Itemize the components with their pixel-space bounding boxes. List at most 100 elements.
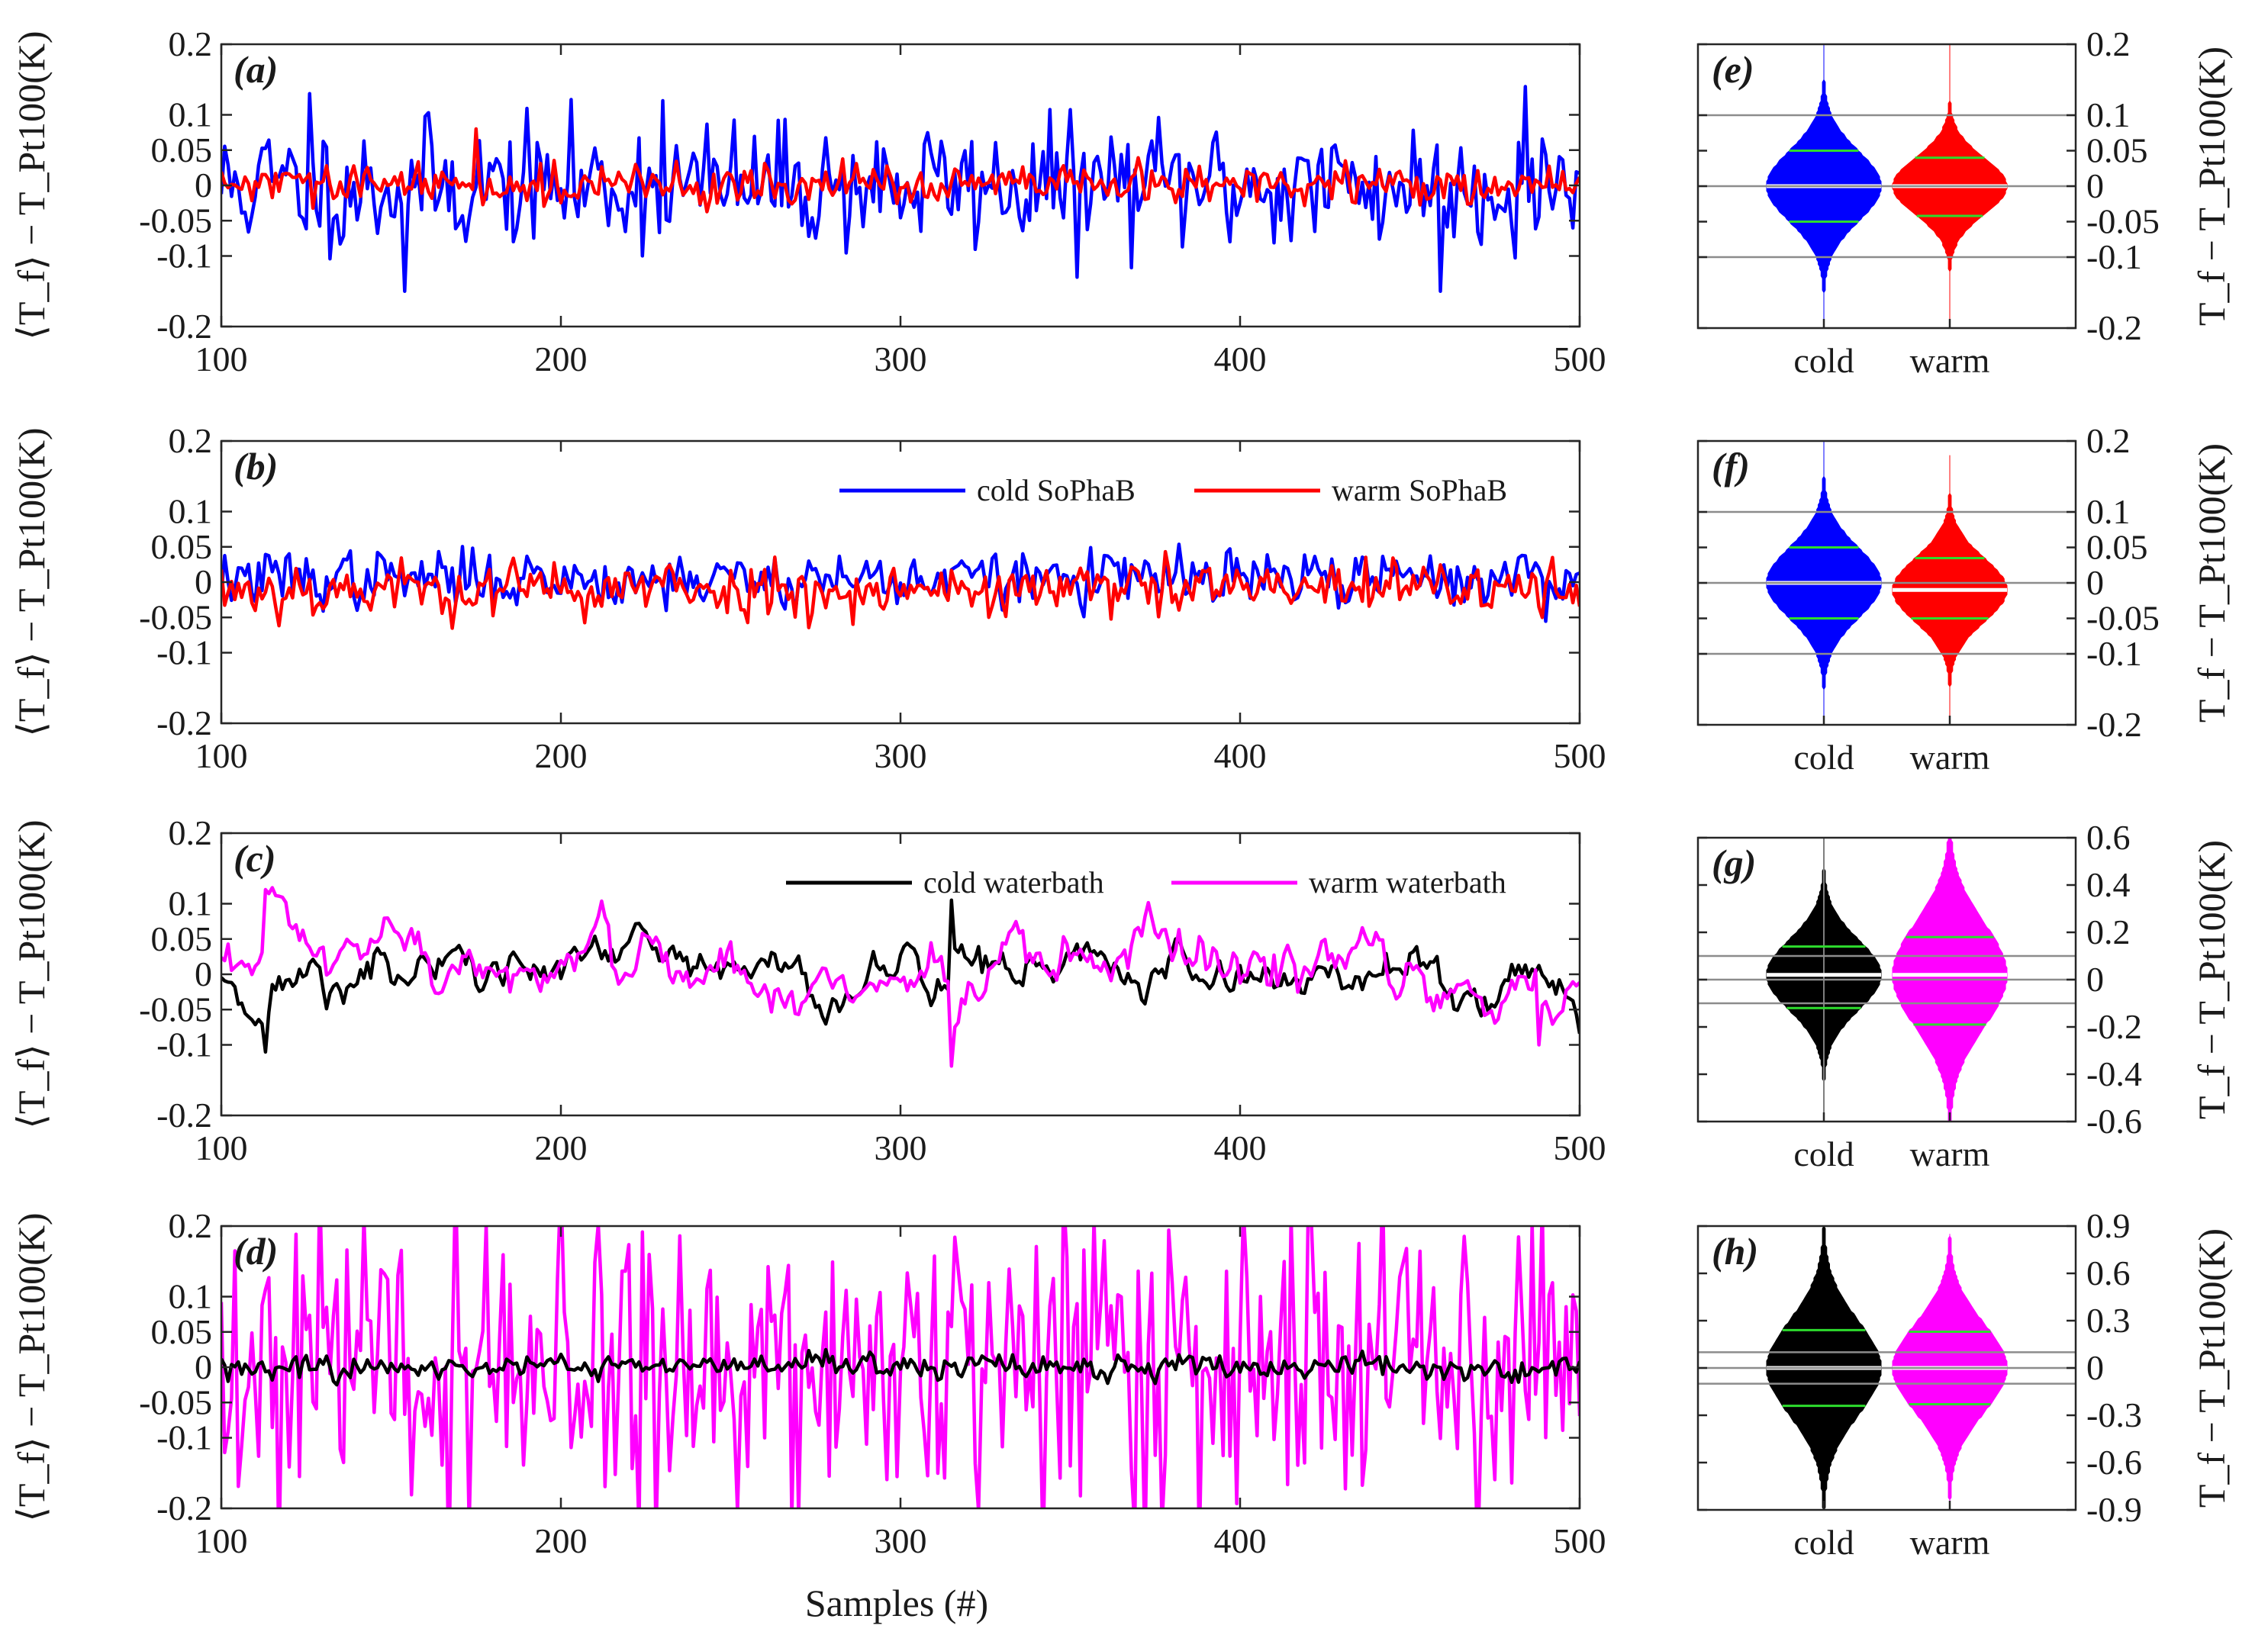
category-label: cold — [1793, 1135, 1854, 1173]
timeseries-panel-d: 100 200 300 400 500 0.2 0.10.050-0.05-0.1 -0.2 (… — [10, 1206, 1606, 1560]
y-tick-label: 0.1 — [169, 492, 213, 531]
y-axis-label: ⟨T_f⟩ − T_Pt100(K) — [10, 819, 53, 1128]
y-tick-label: 0.05 — [151, 527, 213, 566]
category-label: cold — [1793, 738, 1854, 777]
y-tick-label: 0.2 — [169, 421, 213, 460]
series-line-cold-sophab — [221, 85, 1580, 293]
y-tick-label: 0.1 — [2086, 95, 2131, 134]
y-tick-label: -0.2 — [2086, 705, 2142, 744]
category-label: cold — [1793, 1523, 1854, 1562]
y-tick-label: 0.2 — [2086, 24, 2131, 63]
violin-warm — [1892, 455, 2008, 725]
violin-panel-g: 0.6 0.4 0.2 0 -0.2 -0.4 -0.6 cold warm (g) T_f − T… — [1696, 818, 2233, 1173]
x-tick-label: 100 — [195, 340, 248, 378]
y-tick-label: -0.05 — [139, 990, 212, 1028]
y-tick-label: -0.05 — [139, 201, 212, 240]
x-tick-label: 300 — [875, 340, 927, 378]
series-group — [221, 542, 1580, 630]
series-line-warm-waterbath — [221, 886, 1580, 1068]
y-tick-label: -0.1 — [2086, 237, 2142, 276]
y-tick-label: -0.2 — [2086, 1007, 2142, 1046]
y-tick-label: 0.1 — [169, 884, 213, 923]
y-tick-label: -0.4 — [2086, 1054, 2142, 1093]
series-line-warm-waterbath — [221, 1226, 1580, 1508]
legend-entry: cold waterbath — [923, 865, 1104, 900]
panel-label: (e) — [1712, 48, 1754, 91]
panel-label: (b) — [234, 445, 278, 488]
y-axis-label: ⟨T_f⟩ − T_Pt100(K) — [10, 427, 53, 736]
x-tick-label: 500 — [1554, 1128, 1606, 1167]
y-tick-label: 0.6 — [2086, 818, 2131, 857]
y-tick-label: 0.2 — [169, 24, 213, 63]
legend-entry: warm waterbath — [1309, 865, 1506, 900]
y-tick-label: 0.9 — [2086, 1206, 2131, 1245]
legend-entry: warm SoPhaB — [1332, 473, 1507, 507]
x-tick-label: 200 — [535, 1521, 588, 1560]
y-tick-label: -0.2 — [156, 703, 212, 742]
timeseries-panel-a: 100 200 300 400 500 0.2 0.10.050-0.05-0.1 -0.2 (… — [10, 24, 1606, 378]
series-line-warm-sophab — [221, 549, 1580, 630]
y-tick-label: -0.6 — [2086, 1102, 2142, 1141]
x-tick-label: 400 — [1214, 1128, 1267, 1167]
x-tick-label: 400 — [1214, 1521, 1267, 1560]
y-tick-label: 0 — [2086, 1348, 2104, 1387]
y-tick-label: -0.2 — [156, 1096, 212, 1135]
y-tick-label: -0.2 — [156, 1489, 212, 1527]
category-label: warm — [1910, 738, 1990, 777]
y-tick-label: -0.9 — [2086, 1490, 2142, 1529]
series-group — [221, 85, 1580, 293]
y-tick-label: -0.3 — [2086, 1395, 2142, 1434]
panel-label: (a) — [234, 48, 278, 91]
y-tick-label: -0.05 — [139, 1382, 212, 1421]
panel-label: (c) — [234, 837, 276, 880]
panel-label: (h) — [1712, 1230, 1758, 1273]
y-tick-label: -0.1 — [156, 237, 212, 275]
y-tick-label: 0.2 — [169, 1206, 213, 1245]
y-tick-label: 0.05 — [2086, 528, 2148, 567]
category-label: warm — [1910, 341, 1990, 380]
x-axis-label: Samples (#) — [805, 1582, 988, 1624]
y-axis-label: T_f − T_Pt100(K) — [2190, 840, 2233, 1119]
x-tick-label: 100 — [195, 736, 248, 775]
x-tick-label: 500 — [1554, 736, 1606, 775]
y-tick-label: -0.05 — [2086, 599, 2160, 638]
timeseries-panel-b: 100 200 300 400 500 0.2 0.10.050-0.05-0.1 -0.2 (… — [10, 421, 1606, 775]
y-axis-label: ⟨T_f⟩ − T_Pt100(K) — [10, 31, 53, 340]
category-label: warm — [1910, 1523, 1990, 1562]
y-axis-label: T_f − T_Pt100(K) — [2190, 1228, 2233, 1508]
y-tick-label: 0.6 — [2086, 1254, 2131, 1292]
series-group — [221, 1226, 1580, 1508]
y-tick-label: 0.2 — [169, 813, 213, 852]
x-tick-label: 300 — [875, 1521, 927, 1560]
x-tick-label: 300 — [875, 736, 927, 775]
series-line-warm-sophab — [221, 127, 1580, 214]
y-tick-label: -0.2 — [2086, 308, 2142, 347]
y-tick-label: 0.05 — [151, 1312, 213, 1351]
x-tick-label: 400 — [1214, 736, 1267, 775]
series-line-cold-sophab — [221, 542, 1580, 623]
legend: cold waterbath warm waterbath — [786, 865, 1506, 900]
y-tick-label: 0.3 — [2086, 1301, 2131, 1340]
violin-panel-f: 0.2 0.10.050-0.05-0.1 -0.2 cold warm (f) T_f −… — [1696, 421, 2233, 777]
x-tick-label: 100 — [195, 1521, 248, 1560]
y-axis-label: ⟨T_f⟩ − T_Pt100(K) — [10, 1212, 53, 1521]
x-tick-label: 300 — [875, 1128, 927, 1167]
y-tick-label: 0 — [195, 562, 212, 601]
y-tick-label: 0 — [195, 954, 212, 993]
y-tick-label: 0.4 — [2086, 865, 2131, 904]
series-line-cold-waterbath — [221, 1347, 1580, 1387]
y-tick-label: 0.1 — [169, 95, 213, 134]
x-tick-label: 400 — [1214, 340, 1267, 378]
y-tick-label: 0.05 — [151, 130, 213, 169]
timeseries-panel-c: 100 200 300 400 500 0.2 0.10.050-0.05-0.1 -0.2 (… — [10, 813, 1606, 1167]
legend: cold SoPhaB warm SoPhaB — [839, 473, 1507, 507]
violin-panel-h: 0.9 0.6 0.3 0 -0.3 -0.6 -0.9 cold warm (h) T_f − T… — [1696, 1206, 2233, 1562]
y-tick-label: -0.05 — [2086, 202, 2160, 241]
y-tick-label: 0.05 — [151, 919, 213, 958]
y-tick-label: -0.1 — [156, 1418, 212, 1457]
category-label: warm — [1910, 1135, 1990, 1173]
y-tick-label: 0.1 — [169, 1277, 213, 1316]
panel-label: (f) — [1712, 445, 1750, 488]
y-tick-label: -0.6 — [2086, 1443, 2142, 1482]
